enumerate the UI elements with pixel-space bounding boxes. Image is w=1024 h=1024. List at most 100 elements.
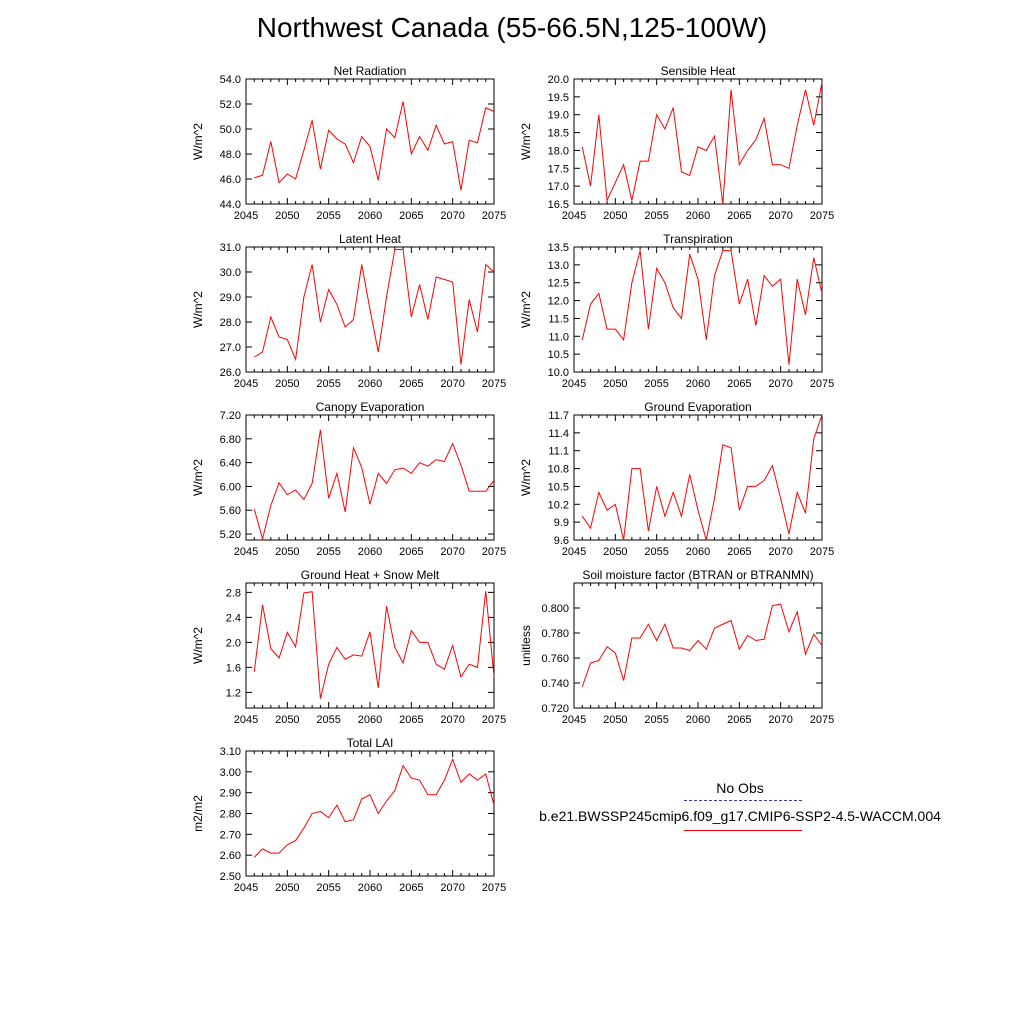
y-tick-label: 54.0 — [220, 74, 241, 86]
x-tick-label: 2075 — [482, 882, 506, 894]
x-tick-label: 2050 — [603, 714, 627, 726]
x-tick-label: 2060 — [686, 378, 710, 390]
y-tick-label: 16.5 — [548, 199, 569, 211]
legend-model-swatch — [684, 830, 802, 831]
series-line — [254, 101, 495, 191]
x-tick-label: 2060 — [358, 714, 382, 726]
x-tick-label: 2060 — [358, 882, 382, 894]
x-tick-label: 2075 — [810, 210, 834, 222]
x-tick-label: 2055 — [316, 546, 340, 558]
x-tick-label: 2045 — [562, 210, 586, 222]
legend: No Obs b.e21.BWSSP245cmip6.f09_g17.CMIP6… — [520, 780, 960, 850]
y-axis-label: unitless — [519, 625, 533, 666]
x-tick-label: 2070 — [768, 378, 792, 390]
y-tick-label: 6.80 — [220, 434, 241, 446]
y-tick-label: 29.0 — [220, 292, 241, 304]
x-tick-label: 2075 — [482, 378, 506, 390]
x-tick-label: 2045 — [562, 378, 586, 390]
x-tick-label: 2050 — [275, 546, 299, 558]
series-line — [581, 603, 823, 687]
y-tick-label: 5.20 — [220, 529, 241, 541]
legend-obs-swatch — [684, 800, 802, 801]
x-tick-label: 2050 — [275, 210, 299, 222]
panel-latent-heat: Latent Heat W/m^2 2045 2050 2055 2060 2065 2070… — [191, 232, 506, 390]
x-tick-label: 2065 — [727, 714, 751, 726]
y-tick-label: 0.760 — [541, 653, 569, 665]
y-tick-label: 7.20 — [220, 410, 241, 422]
y-tick-label: 10.5 — [548, 481, 569, 493]
y-tick-label: 20.0 — [548, 74, 569, 86]
x-tick-label: 2070 — [440, 546, 464, 558]
x-tick-label: 2065 — [727, 378, 751, 390]
series-line — [581, 414, 823, 541]
panel-title: Ground Heat + Snow Melt — [301, 568, 440, 582]
panel-net-radiation: Net Radiation W/m^2 2045 2050 2055 2060 2065 20… — [191, 64, 506, 222]
y-tick-label: 0.720 — [541, 703, 569, 715]
y-axis-label: m2/m2 — [191, 795, 205, 832]
y-tick-label: 2.80 — [220, 809, 241, 821]
y-axis-label: W/m^2 — [191, 627, 205, 664]
x-tick-label: 2050 — [275, 714, 299, 726]
plot-frame — [573, 414, 823, 541]
y-tick-label: 18.5 — [548, 128, 569, 140]
x-tick-label: 2060 — [686, 210, 710, 222]
x-tick-label: 2055 — [644, 714, 668, 726]
y-tick-label: 2.50 — [220, 871, 241, 883]
series-line — [581, 82, 823, 205]
x-tick-label: 2055 — [316, 210, 340, 222]
y-tick-label: 28.0 — [220, 317, 241, 329]
y-tick-label: 19.5 — [548, 92, 569, 104]
y-tick-label: 1.6 — [226, 662, 241, 674]
x-tick-label: 2050 — [603, 378, 627, 390]
y-tick-label: 9.6 — [554, 535, 569, 547]
x-tick-label: 2055 — [644, 210, 668, 222]
x-tick-label: 2065 — [727, 210, 751, 222]
panel-sensible-heat: Sensible Heat W/m^2 2045 2050 2055 2060 2065 20… — [519, 64, 834, 222]
y-tick-label: 17.5 — [548, 163, 569, 175]
x-tick-label: 2075 — [810, 714, 834, 726]
y-tick-label: 2.4 — [226, 612, 241, 624]
y-tick-label: 11.7 — [548, 410, 569, 422]
y-tick-label: 2.70 — [220, 829, 241, 841]
plot-frame — [573, 246, 823, 373]
panel-title: Soil moisture factor (BTRAN or BTRANMN) — [582, 568, 813, 582]
series-line — [581, 250, 823, 365]
y-tick-label: 2.8 — [226, 587, 241, 599]
y-tick-label: 1.2 — [226, 687, 241, 699]
panel-title: Net Radiation — [334, 64, 407, 78]
y-tick-label: 12.5 — [548, 278, 569, 290]
x-tick-label: 2070 — [440, 882, 464, 894]
page-title: Northwest Canada (55-66.5N,125-100W) — [256, 12, 768, 43]
panel-title: Transpiration — [663, 232, 733, 246]
x-tick-label: 2050 — [275, 882, 299, 894]
legend-model-label: b.e21.BWSSP245cmip6.f09_g17.CMIP6-SSP2-4… — [539, 808, 941, 824]
y-tick-label: 5.60 — [220, 505, 241, 517]
x-tick-label: 2075 — [482, 546, 506, 558]
x-tick-label: 2070 — [768, 714, 792, 726]
x-tick-label: 2045 — [562, 714, 586, 726]
y-tick-label: 11.4 — [548, 428, 569, 440]
y-tick-label: 11.5 — [548, 313, 569, 325]
x-tick-label: 2065 — [399, 546, 423, 558]
panel-title: Latent Heat — [339, 232, 402, 246]
y-tick-label: 11.0 — [548, 331, 569, 343]
x-tick-label: 2065 — [727, 546, 751, 558]
x-tick-label: 2055 — [316, 882, 340, 894]
x-tick-label: 2065 — [399, 378, 423, 390]
x-tick-label: 2060 — [358, 546, 382, 558]
x-tick-label: 2065 — [399, 882, 423, 894]
y-tick-label: 12.0 — [548, 296, 569, 308]
x-tick-label: 2075 — [482, 210, 506, 222]
y-tick-label: 9.9 — [554, 517, 569, 529]
y-tick-label: 2.60 — [220, 850, 241, 862]
x-tick-label: 2050 — [603, 546, 627, 558]
y-tick-label: 27.0 — [220, 342, 241, 354]
y-tick-label: 52.0 — [220, 99, 241, 111]
y-tick-label: 10.0 — [548, 367, 569, 379]
y-tick-label: 13.0 — [548, 260, 569, 272]
x-tick-label: 2070 — [768, 546, 792, 558]
panel-transpiration: Transpiration W/m^2 2045 2050 2055 2060 2065 20… — [519, 232, 834, 390]
x-tick-label: 2060 — [358, 378, 382, 390]
x-tick-label: 2045 — [562, 546, 586, 558]
x-tick-label: 2055 — [644, 378, 668, 390]
